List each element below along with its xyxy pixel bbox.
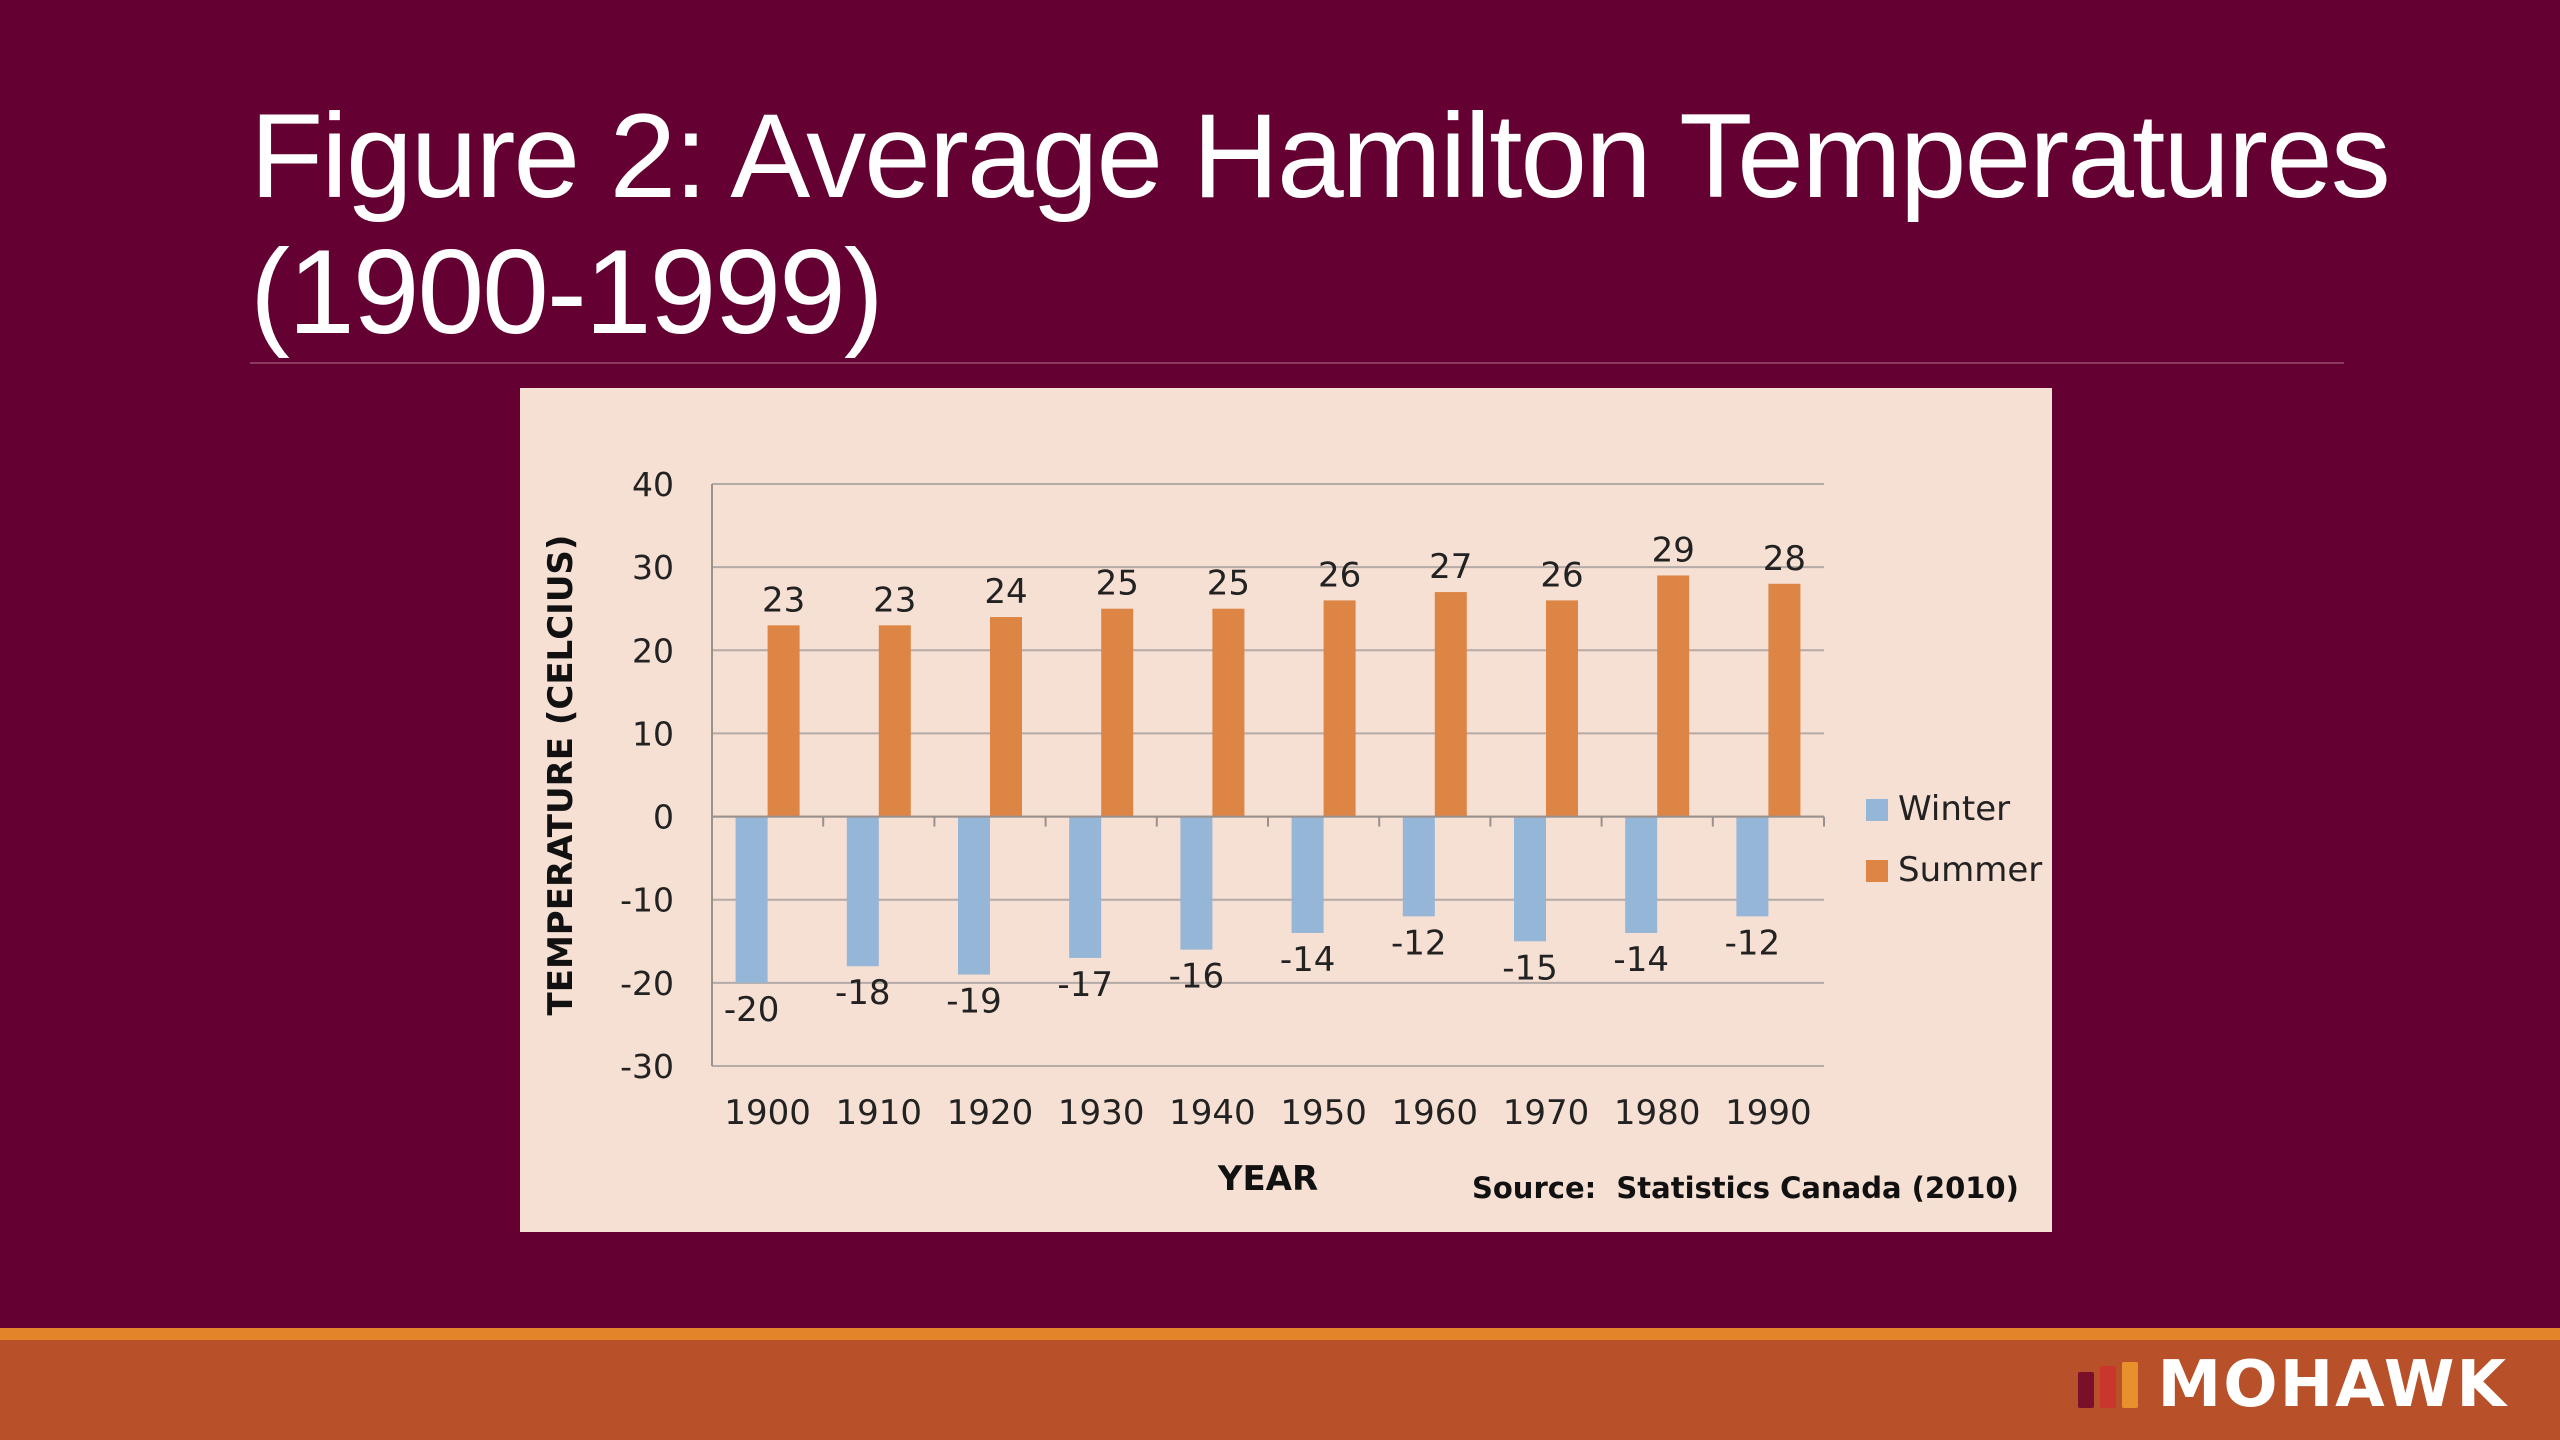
y-tick-label: 10 xyxy=(632,714,674,753)
bar-summer-1900 xyxy=(767,625,800,817)
data-label-winter: -16 xyxy=(1169,957,1225,997)
data-label-summer: 25 xyxy=(1096,564,1139,604)
data-label-summer: 26 xyxy=(1318,555,1361,595)
x-tick-label: 1920 xyxy=(947,1093,1034,1133)
bar-chart: -20 -18 -19 -17 -16 -14 -12 -15 -14 -12 23 23 24 25 25… xyxy=(541,465,2042,1205)
bar-summer-1960 xyxy=(1434,592,1467,817)
bar-summer-1910 xyxy=(878,625,911,817)
bar-winter-1990 xyxy=(1736,816,1769,917)
x-tick-label: 1980 xyxy=(1614,1093,1701,1133)
bar-summer-1970 xyxy=(1546,600,1578,817)
data-label-summer: 27 xyxy=(1429,547,1472,587)
x-tick-label: 1910 xyxy=(836,1093,923,1133)
y-tick-label: 0 xyxy=(653,798,674,837)
y-tick-label: 40 xyxy=(632,465,674,504)
axes xyxy=(711,484,1825,1066)
bar-winter-1900 xyxy=(735,816,768,983)
x-tick-label: 1950 xyxy=(1280,1093,1367,1133)
legend-label-summer: Summer xyxy=(1898,850,2042,890)
data-label-winter: -15 xyxy=(1502,948,1558,988)
chart-legend: Winter Summer xyxy=(1866,789,2042,890)
x-axis-title: YEAR xyxy=(1217,1159,1318,1199)
tick-labels: 40 30 20 10 0 -10 -20 -30 1900 1910 1920 1930 1940 19… xyxy=(620,465,1812,1133)
data-label-summer: 26 xyxy=(1540,555,1583,595)
x-tick-label: 1960 xyxy=(1392,1093,1479,1133)
bar-winter-1980 xyxy=(1625,816,1658,933)
bar-summer-1940 xyxy=(1212,608,1245,817)
data-label-winter: -12 xyxy=(1391,923,1447,963)
bar-summer-1930 xyxy=(1101,608,1134,817)
y-axis-title: TEMPERATURE (CELCIUS) xyxy=(541,535,581,1016)
legend-swatch-summer xyxy=(1866,860,1888,882)
logo-mark-icon xyxy=(2077,1362,2144,1408)
x-tick-label: 1970 xyxy=(1503,1093,1590,1133)
data-label-summer: 24 xyxy=(984,572,1027,612)
data-label-winter: -18 xyxy=(835,973,891,1013)
bar-winter-1970 xyxy=(1514,816,1546,942)
bar-summer-1990 xyxy=(1768,583,1801,817)
legend-swatch-winter xyxy=(1866,799,1888,821)
data-label-winter: -14 xyxy=(1280,940,1336,980)
data-label-summer: 29 xyxy=(1652,530,1695,570)
data-labels: -20 -18 -19 -17 -16 -14 -12 -15 -14 -12 23 23 24 25 25… xyxy=(724,530,1806,1029)
logo-bar xyxy=(2121,1362,2138,1408)
data-label-summer: 25 xyxy=(1207,564,1250,604)
data-label-winter: -19 xyxy=(946,982,1002,1022)
y-tick-label: -10 xyxy=(620,881,674,920)
bar-winter-1940 xyxy=(1180,816,1213,950)
data-label-winter: -17 xyxy=(1057,965,1113,1005)
data-label-summer: 23 xyxy=(873,580,916,620)
logo-bar xyxy=(2077,1372,2094,1408)
mohawk-logo: MOHAWK xyxy=(2077,1348,2509,1422)
data-label-winter: -12 xyxy=(1725,923,1781,963)
data-label-summer: 28 xyxy=(1763,539,1806,579)
bar-winter-1920 xyxy=(958,816,990,975)
legend-label-winter: Winter xyxy=(1898,789,2010,829)
title-divider xyxy=(250,362,2344,364)
bar-summer-1950 xyxy=(1323,600,1356,817)
data-label-winter: -20 xyxy=(724,990,780,1030)
y-tick-label: -20 xyxy=(620,964,674,1003)
x-tick-label: 1930 xyxy=(1058,1093,1145,1133)
y-tick-label: -30 xyxy=(620,1047,674,1086)
bars xyxy=(735,575,1801,983)
x-tick-label: 1990 xyxy=(1725,1093,1812,1133)
footer-accent-stripe xyxy=(0,1328,2560,1340)
slide-title: Figure 2: Average Hamilton Temperatures … xyxy=(250,89,2391,359)
x-tick-label: 1900 xyxy=(724,1093,811,1133)
bar-summer-1980 xyxy=(1657,575,1690,817)
x-tick-label: 1940 xyxy=(1169,1093,1256,1133)
y-tick-label: 30 xyxy=(632,548,674,587)
bar-winter-1910 xyxy=(846,816,879,967)
source-note: Source: Statistics Canada (2010) xyxy=(1472,1171,2019,1205)
logo-wordmark: MOHAWK xyxy=(2157,1348,2508,1422)
data-label-winter: -14 xyxy=(1613,940,1669,980)
y-tick-label: 20 xyxy=(632,631,674,670)
bar-summer-1920 xyxy=(990,617,1022,817)
chart-panel: -20 -18 -19 -17 -16 -14 -12 -15 -14 -12 23 23 24 25 25… xyxy=(520,388,2052,1232)
bar-winter-1950 xyxy=(1291,816,1324,933)
bar-winter-1960 xyxy=(1402,816,1435,917)
bar-winter-1930 xyxy=(1069,816,1102,958)
logo-bar xyxy=(2099,1366,2116,1408)
data-label-summer: 23 xyxy=(762,580,805,620)
